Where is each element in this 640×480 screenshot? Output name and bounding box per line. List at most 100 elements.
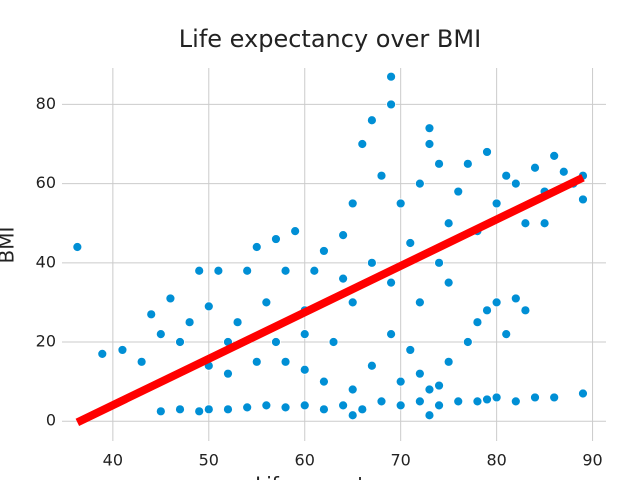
data-point <box>232 317 243 328</box>
data-point <box>299 364 310 375</box>
data-point <box>386 99 396 110</box>
data-point <box>366 257 377 268</box>
data-point <box>578 194 588 205</box>
data-point <box>347 198 358 209</box>
data-point <box>472 396 483 407</box>
data-point <box>434 257 444 268</box>
data-point <box>539 218 550 229</box>
data-point <box>453 396 464 407</box>
data-point <box>242 402 253 413</box>
data-point <box>414 396 425 407</box>
data-point <box>357 404 368 415</box>
data-point <box>223 368 233 379</box>
data-point <box>549 392 560 403</box>
data-point <box>251 356 262 367</box>
data-point <box>510 293 521 304</box>
data-point <box>223 404 233 415</box>
data-point <box>530 162 540 173</box>
data-point <box>462 158 473 169</box>
data-point <box>165 293 176 304</box>
data-point <box>338 230 349 240</box>
data-point <box>280 402 291 413</box>
data-point <box>376 396 387 407</box>
data-point <box>414 297 425 308</box>
data-point <box>366 360 377 371</box>
data-point <box>491 297 502 308</box>
data-point <box>462 337 473 347</box>
data-point <box>520 305 531 316</box>
data-point <box>242 265 253 276</box>
data-point <box>386 71 396 82</box>
data-point <box>261 297 272 308</box>
data-point <box>491 198 502 209</box>
x-tick-label: 70 <box>391 451 411 470</box>
data-point <box>501 170 512 181</box>
data-point <box>213 265 224 276</box>
data-point <box>357 139 368 149</box>
fit-line <box>75 174 585 426</box>
data-point <box>271 234 281 244</box>
x-tick-label: 60 <box>295 451 315 470</box>
data-point <box>338 273 349 284</box>
data-point <box>203 301 214 312</box>
data-point <box>386 329 396 339</box>
data-point <box>386 277 396 288</box>
data-point <box>434 380 444 391</box>
data-point <box>549 151 560 161</box>
data-point <box>155 406 166 417</box>
x-tick-label: 90 <box>582 451 602 470</box>
x-tick-label: 40 <box>103 451 123 470</box>
x-tick-label: 50 <box>199 451 219 470</box>
data-point <box>472 317 483 328</box>
data-point <box>175 337 185 347</box>
data-point <box>271 337 281 347</box>
data-point <box>530 392 540 403</box>
data-point <box>414 368 425 379</box>
data-point <box>366 115 377 126</box>
data-point <box>347 384 358 395</box>
data-point <box>443 218 454 229</box>
data-point <box>251 242 262 252</box>
data-point <box>453 186 464 197</box>
y-tick-label: 40 <box>36 252 56 271</box>
y-tick-label: 60 <box>36 173 56 192</box>
data-point <box>434 400 444 411</box>
data-point <box>376 170 387 181</box>
data-point <box>136 356 147 367</box>
data-point <box>155 329 166 339</box>
plot-area <box>62 68 606 441</box>
data-point <box>203 404 214 415</box>
data-point <box>146 309 157 320</box>
data-point <box>319 376 329 387</box>
data-point <box>443 356 454 367</box>
data-point <box>424 384 435 395</box>
data-point <box>424 139 435 149</box>
data-point <box>347 410 358 421</box>
data-point <box>319 404 329 415</box>
data-point <box>184 317 195 328</box>
data-point <box>520 218 531 229</box>
data-point <box>424 123 435 134</box>
data-point <box>261 400 272 411</box>
data-point <box>482 305 492 316</box>
y-tick-label: 0 <box>46 411 56 430</box>
data-point <box>299 329 310 339</box>
data-point <box>482 147 492 157</box>
data-point <box>434 158 444 169</box>
x-tick-label: 80 <box>486 451 506 470</box>
data-point <box>280 265 291 276</box>
data-point <box>395 198 406 209</box>
data-point <box>414 178 425 189</box>
data-point <box>558 166 569 177</box>
data-point <box>405 238 416 248</box>
data-point <box>510 396 521 407</box>
data-point <box>482 394 492 405</box>
data-point <box>328 337 339 347</box>
y-tick-label: 80 <box>36 94 56 113</box>
data-point <box>338 400 349 411</box>
data-point <box>405 345 416 355</box>
data-point <box>117 345 128 355</box>
chart-title: Life expectancy over BMI <box>179 25 481 53</box>
data-point <box>491 392 502 403</box>
